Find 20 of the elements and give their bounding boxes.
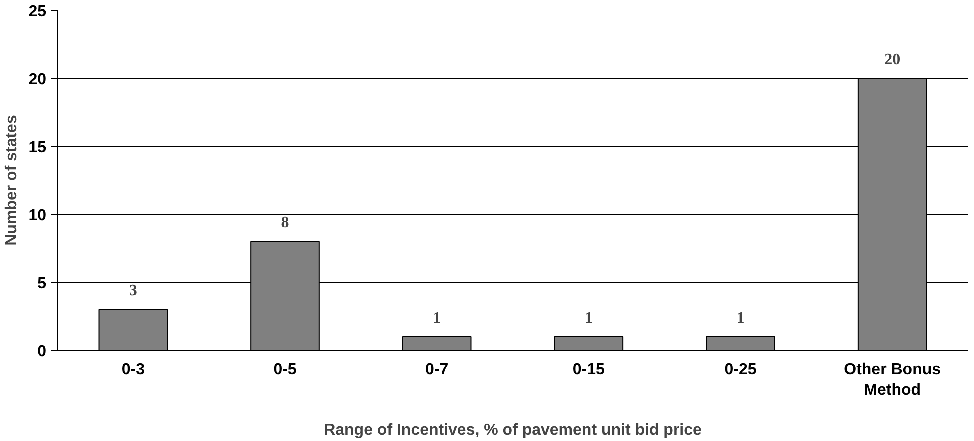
- x-tick-label: 0-5: [274, 362, 297, 378]
- y-tick-label: 0: [38, 344, 47, 360]
- data-label: 1: [584, 310, 593, 327]
- x-axis-title: Range of Incentives, % of pavement unit bid price: [324, 422, 702, 439]
- x-tick-label: 0-15: [572, 362, 606, 378]
- y-tick-label: 20: [28, 72, 47, 88]
- x-tick-label: Other Bonus Method: [844, 362, 942, 399]
- data-label: 3: [129, 282, 138, 300]
- data-label: 1: [736, 310, 745, 327]
- y-tick-label: 10: [28, 208, 47, 224]
- x-tick-label: 0-25: [724, 362, 757, 378]
- y-axis-title: Number of states: [4, 115, 21, 246]
- data-label: 1: [433, 310, 442, 327]
- y-tick-label: 25: [28, 4, 47, 20]
- x-tick-label: 0-3: [122, 362, 146, 378]
- y-tick-label: 15: [28, 140, 47, 156]
- x-tick-label: 0-7: [426, 362, 449, 378]
- data-label: 20: [884, 52, 901, 68]
- y-tick-label: 5: [38, 276, 47, 292]
- data-label: 8: [281, 214, 290, 232]
